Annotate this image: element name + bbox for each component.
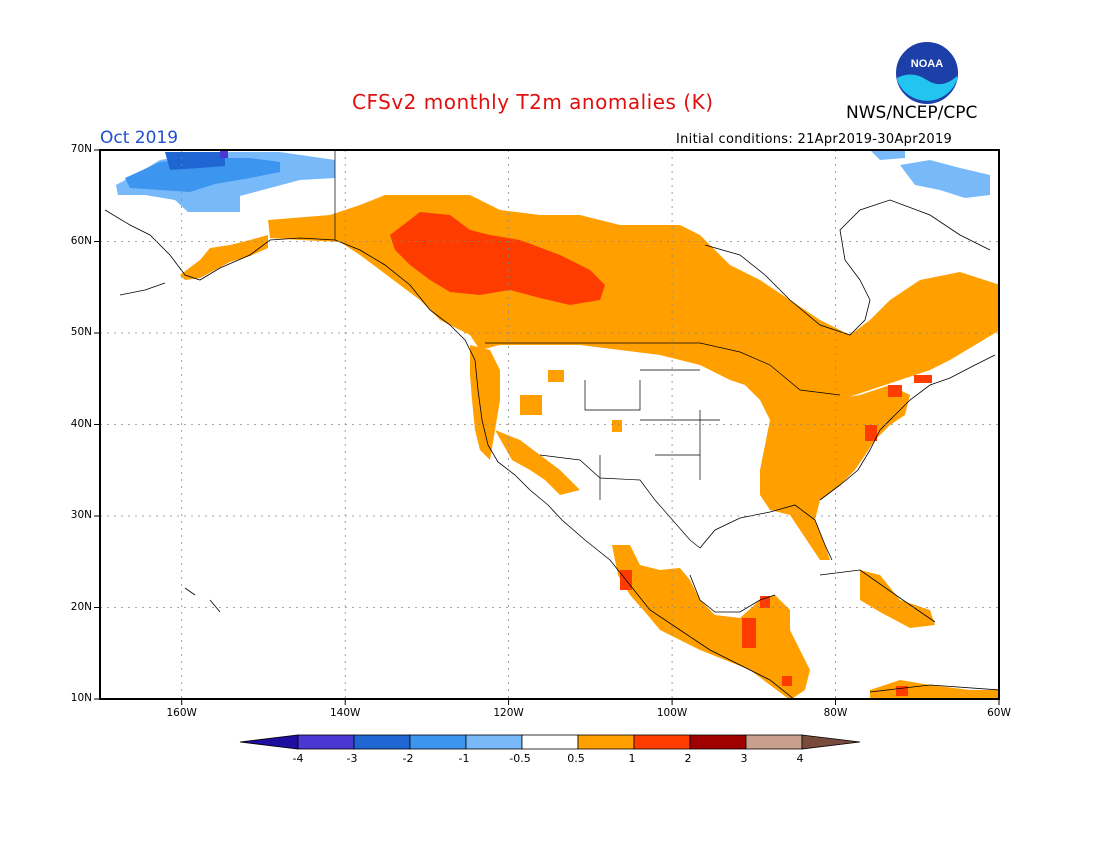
noaa-logo-text: NOAA	[911, 58, 943, 70]
gridlines	[100, 150, 999, 699]
colorbar-tick-minus0-5: -0.5	[509, 752, 531, 765]
colorbar-tick-4: 4	[796, 752, 804, 765]
lat-label-10n: 10N	[70, 692, 92, 704]
colorbar-tick-minus3: -3	[346, 752, 358, 765]
lat-label-40n: 40N	[70, 418, 92, 430]
initial-conditions: Initial conditions: 21Apr2019-30Apr2019	[676, 132, 953, 147]
colorbar-tick-3: 3	[740, 752, 748, 765]
colorbar-tick-minus2: -2	[402, 752, 414, 765]
political-borders	[334, 150, 841, 549]
lon-label-100w: 100W	[656, 707, 688, 719]
colorbar-tick-minus4: -4	[292, 752, 304, 765]
warm-anomaly-red	[390, 212, 932, 696]
lat-label-60n: 60N	[70, 235, 92, 247]
lon-label-140w: 140W	[329, 707, 361, 719]
colorbar-tick-0-5: 0.5	[567, 752, 585, 765]
lat-label-20n: 20N	[70, 601, 92, 613]
cold-anomaly-arctic-islands	[870, 150, 990, 198]
agency-label: NWS/NCEP/CPC	[846, 103, 978, 123]
lon-label-80w: 80W	[823, 707, 848, 719]
noaa-logo: NOAA	[894, 40, 960, 106]
colorbar-tick-1: 1	[628, 752, 636, 765]
lon-label-120w: 120W	[493, 707, 524, 719]
lon-label-60w: 60W	[987, 707, 1011, 719]
forecast-period: Oct 2019	[100, 128, 179, 148]
cold-anomaly-alaska	[116, 150, 335, 212]
colorbar-tick-2: 2	[684, 752, 692, 765]
lat-label-50n: 50N	[70, 326, 92, 338]
chart-title: CFSv2 monthly T2m anomalies (K)	[352, 90, 714, 114]
lat-label-30n: 30N	[70, 509, 92, 521]
lat-label-70n: 70N	[70, 143, 92, 155]
axis-ticks	[94, 149, 1000, 705]
lon-label-160w: 160W	[166, 707, 197, 719]
coastlines	[104, 199, 999, 699]
colorbar-tick-minus1: -1	[458, 752, 470, 765]
